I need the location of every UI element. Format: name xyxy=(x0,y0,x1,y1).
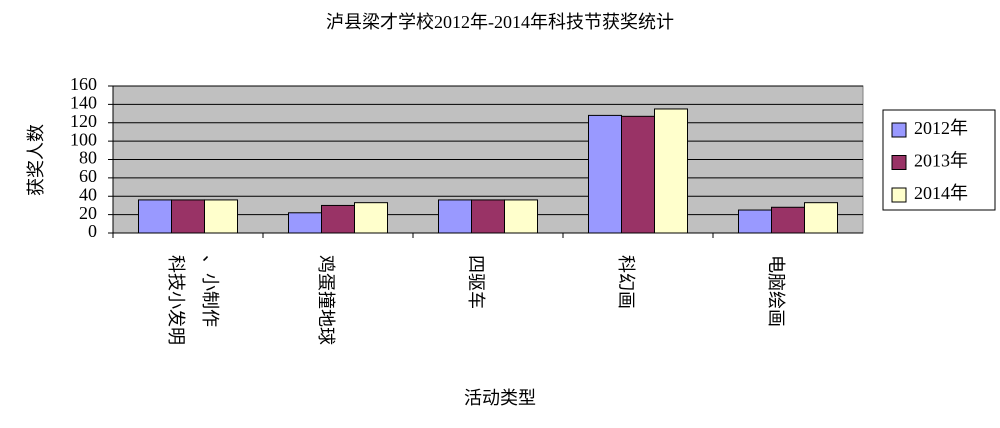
x-tick-label-line: 、小制作 xyxy=(200,255,220,327)
legend-swatch xyxy=(891,155,907,170)
bar xyxy=(138,199,172,234)
bar xyxy=(504,199,538,234)
y-tick-label: 120 xyxy=(70,111,97,131)
bar xyxy=(771,206,805,234)
x-tick-label: 科技小发明 、小制作 xyxy=(166,255,220,345)
bar xyxy=(804,202,838,234)
y-axis-label: 获奖人数 xyxy=(26,124,46,196)
bar xyxy=(321,204,355,234)
y-tick-label: 0 xyxy=(88,221,97,241)
legend-label: 2012年 xyxy=(914,118,968,138)
y-tick-label: 40 xyxy=(79,184,97,204)
bar xyxy=(471,199,505,234)
bar xyxy=(621,115,655,234)
bar xyxy=(171,199,205,234)
y-tick-label: 60 xyxy=(79,166,97,186)
x-tick-label: 科幻画 xyxy=(616,255,636,309)
x-tick-label: 四驱车 xyxy=(466,255,486,309)
x-tick-label: 电脑绘画 xyxy=(766,255,786,327)
bar xyxy=(738,209,772,234)
x-tick-label: 鸡蛋撞地球 xyxy=(316,255,336,345)
bar xyxy=(654,108,688,234)
y-tick-label: 20 xyxy=(79,203,97,223)
y-tick-label: 100 xyxy=(70,129,97,149)
chart-title: 泸县梁才学校2012年-2014年科技节获奖统计 xyxy=(326,12,674,32)
bar xyxy=(288,212,322,234)
bar xyxy=(588,114,622,234)
legend-label: 2013年 xyxy=(914,151,968,171)
y-tick-label: 140 xyxy=(70,93,97,113)
bar xyxy=(354,202,388,234)
legend-swatch xyxy=(891,187,907,203)
bar xyxy=(438,199,472,234)
y-tick-label: 160 xyxy=(70,74,97,94)
y-tick-label: 80 xyxy=(79,148,97,168)
legend-label: 2014年 xyxy=(914,183,968,203)
legend-swatch xyxy=(891,122,907,138)
bar xyxy=(204,199,238,234)
x-axis-label: 活动类型 xyxy=(464,388,536,408)
x-tick-label-line: 科技小发明 xyxy=(166,255,186,345)
